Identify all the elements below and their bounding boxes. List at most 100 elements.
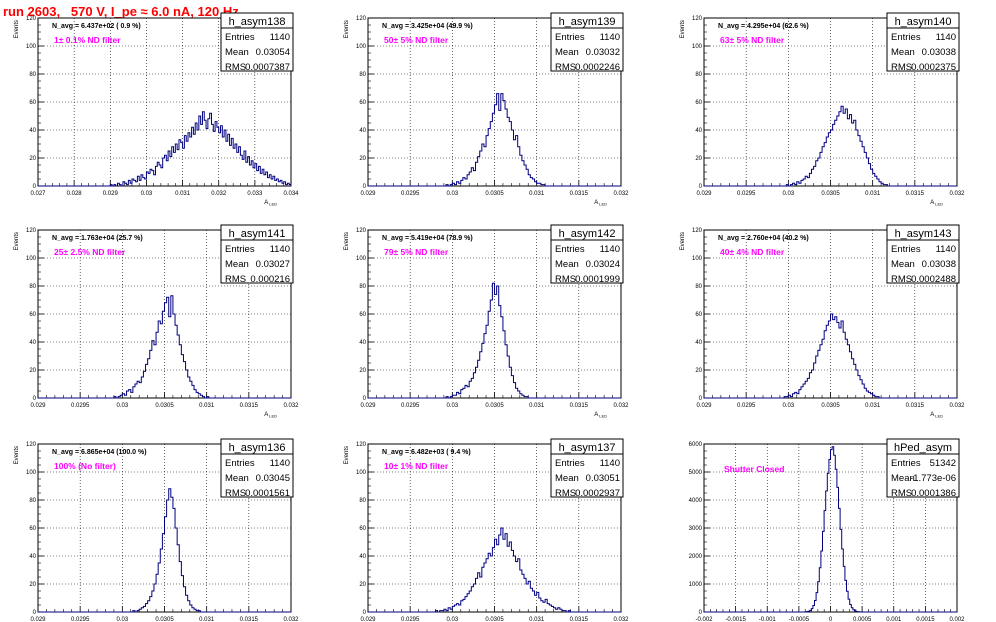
y-tick-label: 60: [359, 100, 366, 106]
stats-label: Entries: [225, 458, 255, 469]
x-tick-label: 0.001: [886, 617, 902, 622]
stats-label: Entries: [225, 244, 255, 255]
y-tick-label: 0: [363, 184, 367, 190]
filter-annotation: 50± 5% ND filter: [384, 35, 449, 45]
stats-value: -1.773e-06: [910, 473, 956, 484]
filter-annotation: 63± 5% ND filter: [720, 35, 785, 45]
y-tick-label: 0: [363, 396, 367, 402]
histogram-panel-h_asym143: 0.029 0.0295 0.03 0.0305 0.031 0.0315 0.032 0 20…: [680, 224, 965, 419]
x-tick-label: 0.027: [30, 191, 46, 197]
x-tick-label: 0.031: [865, 403, 881, 409]
x-tick-label: 0.0305: [155, 403, 174, 409]
x-tick-label: -0.0015: [725, 617, 746, 622]
y-tick-label: 0: [699, 184, 703, 190]
x-tick-label: 0.032: [613, 403, 629, 409]
x-axis-label-subscript: LED: [269, 414, 277, 419]
navg-annotation: N_avg = 4.295e+04 (62.6 %): [718, 23, 809, 30]
x-tick-label: 0.0315: [570, 191, 589, 197]
x-tick-label: 0.0315: [570, 617, 589, 622]
y-tick-label: 60: [359, 312, 366, 318]
stats-name: h_asym139: [559, 16, 616, 28]
histogram-line: [368, 93, 621, 187]
x-tick-label: 0.029: [360, 191, 376, 197]
x-axis-label: ALED: [930, 200, 943, 207]
y-tick-label: 2000: [689, 554, 703, 560]
stats-label: Entries: [891, 32, 921, 43]
histogram-panel-hPed_asym: -0.002 -0.0015 -0.001 -0.0005 0 0.0005 0.001 0.…: [689, 438, 965, 622]
stats-label: RMS: [555, 62, 576, 73]
y-tick-label: 40: [695, 128, 702, 134]
stats-label: RMS: [225, 62, 246, 73]
stats-value: 1140: [936, 32, 956, 43]
x-tick-label: 0.032: [283, 403, 299, 409]
stats-label: Mean: [891, 47, 915, 58]
y-tick-label: 100: [356, 44, 367, 50]
x-tick-label: 0.029: [360, 403, 376, 409]
x-tick-label: 0.031: [529, 191, 545, 197]
histogram-line: [38, 295, 291, 399]
y-tick-label: 40: [29, 340, 36, 346]
y-tick-label: 80: [359, 72, 366, 78]
x-tick-label: 0.03: [116, 617, 128, 622]
x-tick-label: 0.03: [782, 191, 794, 197]
navg-annotation: N_avg = 6.482e+03 ( 9.4 %): [382, 449, 471, 456]
x-tick-label: 0.028: [67, 191, 83, 197]
stats-box: [220, 438, 294, 498]
stats-value: 1140: [936, 244, 956, 255]
filter-annotation: 79± 5% ND filter: [384, 247, 449, 257]
x-tick-label: 0.0295: [401, 191, 420, 197]
x-tick-label: 0.0315: [906, 403, 925, 409]
y-axis-label: Events: [344, 20, 350, 38]
y-tick-label: 80: [695, 284, 702, 290]
y-axis-label: Events: [14, 446, 20, 464]
filter-annotation: Shutter Closed: [724, 464, 784, 474]
y-tick-label: 20: [29, 156, 36, 162]
stats-name: h_asym138: [229, 16, 286, 28]
stats-name: hPed_asym: [894, 442, 952, 454]
filter-annotation: 10± 1% ND filter: [384, 461, 449, 471]
y-tick-label: 120: [356, 442, 367, 448]
filter-annotation: 40± 4% ND filter: [720, 247, 785, 257]
y-tick-label: 60: [29, 312, 36, 318]
stats-label: Mean: [891, 259, 915, 270]
y-tick-label: 0: [363, 610, 367, 616]
x-tick-label: 0.002: [949, 617, 965, 622]
y-tick-label: 5000: [689, 470, 703, 476]
x-tick-label: 0.029: [103, 191, 119, 197]
x-tick-label: 0.03: [141, 191, 153, 197]
y-tick-label: 80: [29, 72, 36, 78]
stats-label: Mean: [225, 473, 249, 484]
y-tick-label: 20: [29, 582, 36, 588]
stats-box: [220, 224, 294, 284]
x-axis-label-subscript: LED: [935, 414, 943, 419]
stats-value: 0.000216: [250, 274, 290, 285]
stats-value: 1140: [600, 32, 620, 43]
y-tick-label: 40: [359, 340, 366, 346]
stats-box: [220, 12, 294, 72]
y-tick-label: 0: [699, 396, 703, 402]
x-tick-label: 0.0315: [906, 191, 925, 197]
y-tick-label: 100: [356, 470, 367, 476]
stats-value: 1140: [600, 458, 620, 469]
stats-box: [886, 224, 960, 284]
y-tick-label: 120: [356, 16, 367, 22]
y-tick-label: 3000: [689, 526, 703, 532]
y-axis-label: Events: [14, 232, 20, 250]
stats-label: Entries: [555, 32, 585, 43]
stats-value: 0.0001561: [245, 488, 290, 499]
y-tick-label: 20: [29, 368, 36, 374]
stats-label: Mean: [555, 259, 579, 270]
x-tick-label: 0.0305: [821, 403, 840, 409]
x-tick-label: 0.0015: [916, 617, 935, 622]
y-tick-label: 0: [33, 184, 37, 190]
y-tick-label: 120: [26, 442, 37, 448]
stats-label: Mean: [225, 259, 249, 270]
stats-name: h_asym140: [895, 16, 952, 28]
y-tick-label: 20: [359, 582, 366, 588]
stats-label: Entries: [891, 458, 921, 469]
stats-label: RMS: [225, 488, 246, 499]
y-tick-label: 80: [359, 498, 366, 504]
x-tick-label: 0.029: [30, 617, 46, 622]
y-tick-label: 0: [33, 610, 37, 616]
y-tick-label: 60: [695, 100, 702, 106]
